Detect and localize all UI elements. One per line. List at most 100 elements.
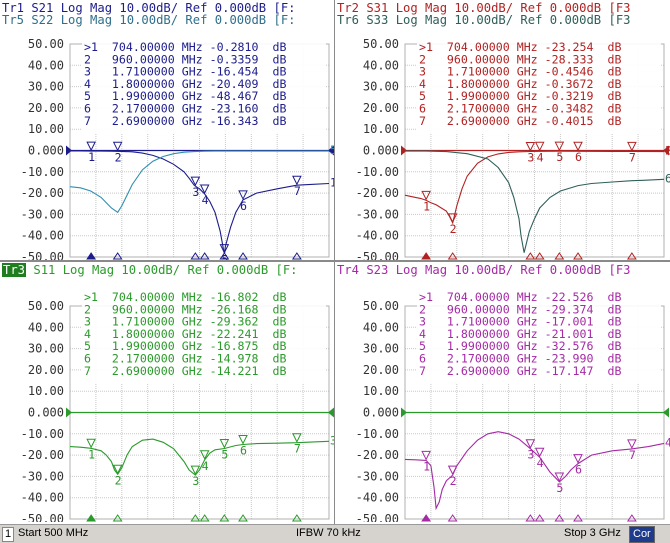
- marker-row[interactable]: 2 960.00000 MHz -26.168 dB: [84, 302, 286, 316]
- marker-2-icon[interactable]: [447, 213, 458, 224]
- marker-row[interactable]: 2 960.00000 MHz -29.374 dB: [419, 302, 621, 316]
- reference-arrow-left-icon[interactable]: [401, 145, 407, 156]
- marker-row[interactable]: >1 704.00000 MHz -23.254 dB: [419, 40, 621, 54]
- marker-1-icon[interactable]: [86, 141, 96, 152]
- marker-row[interactable]: 4 1.8000000 GHz -21.001 dB: [419, 327, 621, 341]
- marker-1-icon[interactable]: [86, 438, 96, 449]
- marker-3-icon[interactable]: [190, 176, 201, 187]
- marker-row[interactable]: 5 1.9900000 GHz -32.576 dB: [419, 339, 621, 353]
- marker-1-icon[interactable]: [421, 450, 431, 461]
- marker-5-icon[interactable]: [219, 438, 230, 449]
- marker-row[interactable]: >1 704.00000 MHz -22.526 dB: [419, 290, 621, 304]
- trace-panel-tr3[interactable]: Tr3 S11 Log Mag 10.00dB/ Ref 0.000dB [F:…: [0, 262, 335, 522]
- trace-line-s11[interactable]: [69, 438, 330, 476]
- channel-number[interactable]: 1: [2, 527, 14, 542]
- edge-marker-7-icon[interactable]: [291, 514, 302, 522]
- reference-arrow-right-icon[interactable]: [663, 145, 669, 156]
- marker-row[interactable]: 7 2.6900000 GHz -14.221 dB: [84, 364, 286, 378]
- marker-row[interactable]: >1 704.00000 MHz -16.802 dB: [84, 290, 286, 304]
- edge-marker-6-icon[interactable]: [573, 252, 583, 260]
- edge-marker-1-icon[interactable]: [421, 252, 432, 260]
- edge-marker-5-icon[interactable]: [219, 252, 230, 260]
- trace-header-tr3-1[interactable]: Tr3 S11 Log Mag 10.00dB/ Ref 0.000dB [F:: [2, 263, 298, 277]
- edge-marker-4-icon[interactable]: [199, 514, 210, 522]
- trace-plot-tr3[interactable]: 50.00 40.00 30.00 20.00 10.00 0.000 -10.00 -20.…: [0, 262, 335, 522]
- marker-7-icon[interactable]: [627, 439, 637, 450]
- edge-marker-5-icon[interactable]: [554, 252, 565, 260]
- trace-line-s23[interactable]: [404, 431, 665, 511]
- marker-3-icon[interactable]: [525, 439, 536, 449]
- marker-7-icon[interactable]: [292, 175, 302, 186]
- edge-marker-4-icon[interactable]: [534, 514, 545, 522]
- edge-marker-3-icon[interactable]: [190, 252, 201, 260]
- marker-row[interactable]: 4 1.8000000 GHz -22.241 dB: [84, 327, 286, 341]
- edge-marker-1-icon[interactable]: [421, 514, 432, 522]
- trace-header-tr2-2[interactable]: Tr6 S33 Log Mag 10.00dB/ Ref 0.000dB [F3: [337, 13, 631, 27]
- edge-marker-4-icon[interactable]: [199, 252, 210, 260]
- marker-5-icon[interactable]: [554, 472, 565, 483]
- edge-marker-7-icon[interactable]: [291, 252, 302, 260]
- trace-line-s21[interactable]: [69, 150, 330, 254]
- trace-header-tr4-1[interactable]: Tr4 S23 Log Mag 10.00dB/ Ref 0.000dB [F3: [337, 263, 631, 277]
- edge-marker-5-icon[interactable]: [554, 514, 565, 522]
- trace-header-tr1-1[interactable]: Tr1 S21 Log Mag 10.00dB/ Ref 0.000dB [F:: [2, 1, 296, 15]
- marker-6-icon[interactable]: [238, 434, 248, 445]
- marker-row[interactable]: 4 1.8000000 GHz -0.3672 dB: [419, 77, 621, 91]
- marker-1-icon[interactable]: [421, 190, 431, 201]
- reference-arrow-right-icon[interactable]: [328, 145, 334, 156]
- edge-marker-2-icon[interactable]: [447, 514, 458, 522]
- marker-4-icon[interactable]: [199, 450, 210, 460]
- marker-row[interactable]: 2 960.00000 MHz -0.3359 dB: [84, 52, 286, 66]
- trace-line-s22[interactable]: [69, 150, 329, 214]
- marker-5-icon[interactable]: [554, 141, 565, 152]
- marker-row[interactable]: 6 2.1700000 GHz -0.3482 dB: [419, 102, 621, 116]
- correction-status-badge[interactable]: Cor: [629, 526, 655, 543]
- marker-row[interactable]: 3 1.7100000 GHz -16.454 dB: [84, 65, 286, 79]
- edge-marker-3-icon[interactable]: [525, 514, 536, 522]
- marker-row[interactable]: 3 1.7100000 GHz -29.362 dB: [84, 315, 286, 329]
- edge-marker-2-icon[interactable]: [112, 514, 123, 522]
- marker-row[interactable]: 3 1.7100000 GHz -17.001 dB: [419, 315, 621, 329]
- edge-marker-6-icon[interactable]: [238, 514, 248, 522]
- marker-3-icon[interactable]: [525, 141, 536, 152]
- marker-row[interactable]: 5 1.9900000 GHz -0.3219 dB: [419, 89, 621, 103]
- edge-marker-6-icon[interactable]: [238, 252, 248, 260]
- marker-row[interactable]: 4 1.8000000 GHz -20.409 dB: [84, 77, 286, 91]
- marker-4-icon[interactable]: [199, 184, 210, 195]
- trace-plot-tr2[interactable]: 50.00 40.00 30.00 20.00 10.00 0.000 -10.00 -20.…: [335, 0, 670, 260]
- marker-6-icon[interactable]: [573, 454, 583, 464]
- edge-marker-3-icon[interactable]: [190, 514, 201, 522]
- marker-2-icon[interactable]: [112, 141, 123, 152]
- reference-arrow-left-icon[interactable]: [401, 407, 407, 418]
- edge-marker-1-icon[interactable]: [86, 252, 97, 260]
- trace-header-tr1-2[interactable]: Tr5 S22 Log Mag 10.00dB/ Ref 0.000dB [F:: [2, 13, 296, 27]
- ifbw-value[interactable]: IFBW 70 kHz: [296, 527, 361, 539]
- edge-marker-5-icon[interactable]: [219, 514, 230, 522]
- marker-row[interactable]: 5 1.9900000 GHz -16.875 dB: [84, 339, 286, 353]
- edge-marker-6-icon[interactable]: [573, 514, 583, 522]
- edge-marker-4-icon[interactable]: [534, 252, 545, 260]
- marker-row[interactable]: 7 2.6900000 GHz -16.343 dB: [84, 114, 286, 128]
- marker-row[interactable]: 2 960.00000 MHz -28.333 dB: [419, 52, 621, 66]
- marker-row[interactable]: 6 2.1700000 GHz -14.978 dB: [84, 352, 286, 366]
- edge-marker-1-icon[interactable]: [86, 514, 97, 522]
- marker-2-icon[interactable]: [447, 465, 458, 476]
- marker-row[interactable]: 3 1.7100000 GHz -0.4546 dB: [419, 65, 621, 79]
- trace-line-s31[interactable]: [404, 150, 665, 225]
- reference-arrow-left-icon[interactable]: [66, 407, 72, 418]
- trace-line-s33[interactable]: [405, 150, 665, 253]
- edge-marker-7-icon[interactable]: [626, 252, 637, 260]
- trace-panel-tr4[interactable]: Tr4 S23 Log Mag 10.00dB/ Ref 0.000dB [F3…: [335, 262, 670, 522]
- marker-5-icon[interactable]: [219, 244, 230, 254]
- marker-row[interactable]: 6 2.1700000 GHz -23.160 dB: [84, 102, 286, 116]
- reference-arrow-right-icon[interactable]: [663, 407, 669, 418]
- reference-arrow-right-icon[interactable]: [328, 407, 334, 418]
- edge-marker-2-icon[interactable]: [112, 252, 123, 260]
- marker-row[interactable]: 7 2.6900000 GHz -0.4015 dB: [419, 114, 621, 128]
- trace-header-tr2-1[interactable]: Tr2 S31 Log Mag 10.00dB/ Ref 0.000dB [F3: [337, 1, 631, 15]
- reference-arrow-left-icon[interactable]: [66, 145, 72, 156]
- trace-panel-tr1[interactable]: Tr1 S21 Log Mag 10.00dB/ Ref 0.000dB [F:…: [0, 0, 335, 260]
- edge-marker-7-icon[interactable]: [626, 514, 637, 522]
- marker-2-icon[interactable]: [112, 464, 123, 475]
- marker-row[interactable]: 5 1.9900000 GHz -48.467 dB: [84, 89, 286, 103]
